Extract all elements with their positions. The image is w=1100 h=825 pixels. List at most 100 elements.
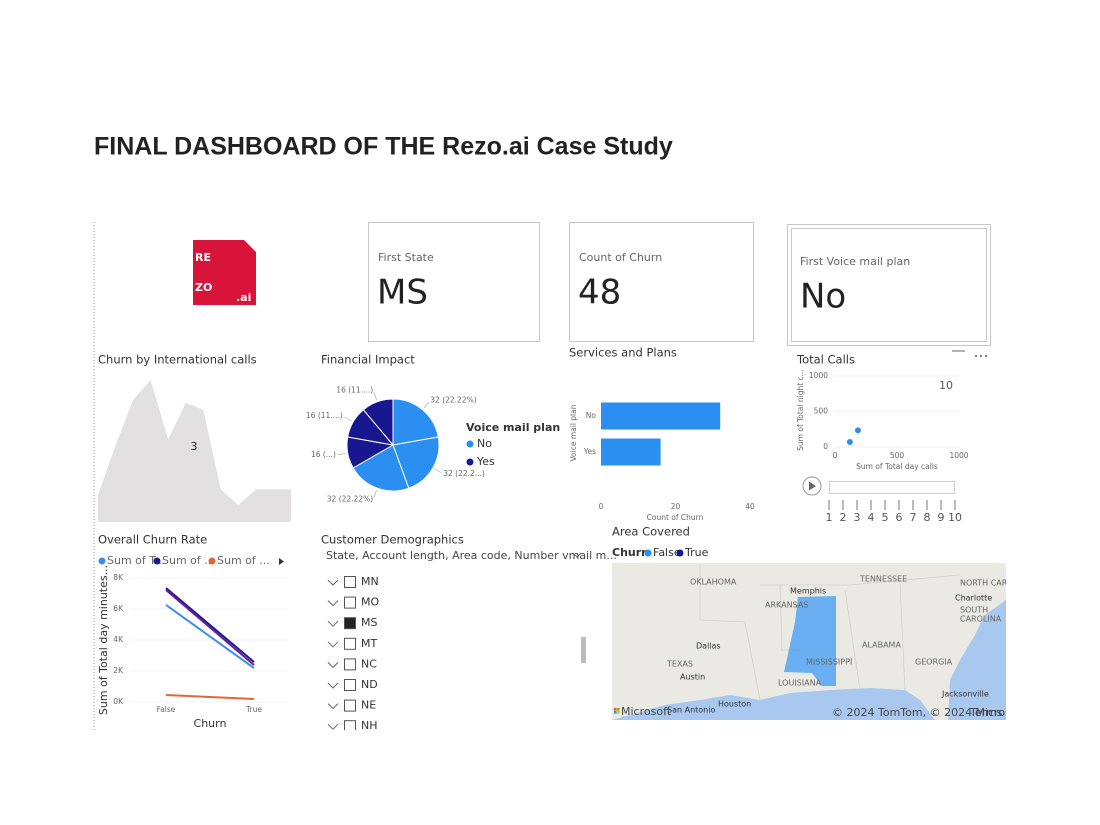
expand-chevron[interactable] [327,641,339,648]
chart-title: Churn by International calls [98,353,257,367]
map-label: CAROLINA [960,615,1002,624]
map-label: Austin [680,673,705,682]
leader-line [423,401,430,409]
map-attribution: © 2024 TomTom, © 2024 Microsoft Corporat… [832,706,1094,719]
checkbox[interactable] [344,617,356,630]
leader-line [344,416,352,422]
axis-title: Churn [194,717,227,730]
expand-chevron[interactable] [327,723,339,730]
slicer-item: NH [361,719,378,732]
map: OKLAHOMA ARKANSAS TENNESSEE Memphis NORTH CA… [612,563,1094,720]
expand-chevron[interactable] [327,662,339,669]
legend-next[interactable] [279,558,284,565]
card [569,222,754,342]
card-label: Count of Churn [579,251,662,264]
y-tick-label: 6K [113,604,124,613]
play-tick-label: 2 [840,511,847,524]
legend-dot [153,557,161,565]
checkbox[interactable] [344,576,356,588]
point [854,427,861,434]
legend-label: Sum of T... [107,554,165,567]
axis-title: Count of Churn [647,513,704,522]
x-tick-label: 20 [671,502,681,511]
chart-title: Overall Churn Rate [98,533,207,547]
play-tick-label: 5 [882,511,889,524]
map-label: Houston [718,700,751,709]
checkbox[interactable] [344,679,356,691]
map-label: Dallas [696,642,721,651]
pie-slice [392,398,439,446]
y-tick-label: 4K [113,635,124,644]
checkbox[interactable] [344,596,356,609]
y-tick-label: 0K [113,697,124,706]
data-label: 16 (11....) [306,411,343,420]
expand-chevron[interactable] [327,600,339,607]
map-label: Charlotte [955,594,992,603]
area [98,380,291,522]
play-tick-label: 8 [924,511,931,524]
play-tick-label: 9 [938,511,945,524]
legend-dot [98,557,106,565]
x-tick-label: 500 [890,451,905,460]
brand-logo [614,708,617,711]
y-tick-label: 1000 [809,371,828,380]
bar [601,438,661,466]
map-label: TENNESSEE [859,575,907,584]
legend-label: Sum of ... [217,554,270,567]
slicer-item: MO [361,596,379,609]
point [846,439,853,446]
data-label: 32 (22.22%) [327,495,373,504]
map-label: ALABAMA [862,641,901,650]
axis-title: Sum of Total day minutes... [97,565,110,715]
scrollbar[interactable] [581,637,586,663]
play-tick-label: 4 [868,511,875,524]
brand-logo [617,708,620,711]
boundary [844,589,861,691]
map-label: MISSISSIPPI [806,658,852,667]
more-options[interactable] [975,355,987,357]
x-tick-label: 40 [745,502,755,511]
axis-title: Sum of Total night c... [796,369,805,451]
expand-chevron[interactable] [327,620,339,627]
legend-dot [466,440,474,448]
expand-chevron[interactable] [327,579,339,586]
legend-label: Yes [476,455,495,468]
data-label: 32 (22.22%) [430,396,476,405]
brand-logo [617,711,620,714]
map-label: NORTH CAR [960,579,1008,588]
axis-title: Sum of Total day calls [856,462,938,471]
map-label: LOUISIANA [778,679,822,688]
map-label: Memphis [790,587,826,596]
logo-text: RE [195,251,211,264]
slicer-item: NE [361,699,376,712]
logo-suffix: .ai [236,291,251,304]
play-icon [809,481,816,491]
checkbox[interactable] [344,699,356,712]
annotation: 3 [191,440,198,453]
checkbox[interactable] [344,720,356,732]
brand-logo [614,711,617,714]
checkbox[interactable] [344,658,356,671]
line [165,587,255,663]
card-value: 48 [578,273,621,313]
y-tick-label: 2K [113,666,124,675]
play-track[interactable] [829,481,955,494]
card-label: First State [378,251,434,264]
expand-chevron[interactable] [327,682,339,689]
leader-line [373,392,377,401]
card [368,222,540,342]
data-label: 32 (22.2...) [443,469,485,478]
leader-line [337,452,346,456]
slicer-list: MN MO MS MT NC ND NE NH [327,575,379,732]
slicer-title: Customer Demographics [321,533,464,547]
map-brand: Microsoft [621,705,672,718]
dropdown-chevron[interactable] [572,552,582,558]
slicer-item: NC [361,657,377,670]
checkbox[interactable] [344,637,356,650]
logo-mark [193,240,256,305]
expand-chevron[interactable] [327,703,339,710]
map-label: SOUTH [960,606,988,615]
y-tick-label: No [586,411,597,420]
data-label: 16 (11....) [336,385,373,394]
region[interactable] [784,596,836,686]
